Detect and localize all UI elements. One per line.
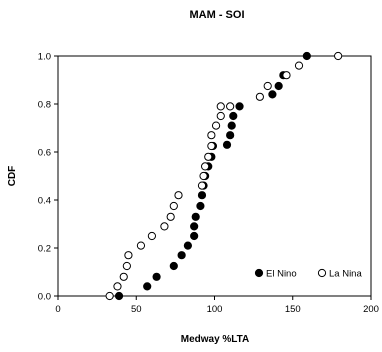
series-layer [105,51,343,301]
data-point-el-nino [222,140,232,149]
data-point-la-nina [282,71,291,80]
data-point-la-nina [174,191,183,200]
data-point-el-nino [183,241,192,250]
legend-marker-el-nino [254,268,264,278]
data-point-la-nina [207,131,216,140]
data-point-la-nina [216,102,225,111]
data-point-la-nina [197,181,207,190]
data-point-el-nino [274,81,283,91]
data-point-el-nino [197,191,207,200]
legend-marker-la-nina [317,268,327,278]
data-point-el-nino [302,51,311,61]
plot-area [57,55,372,297]
x-tick-label: 50 [131,304,142,315]
data-point-la-nina [124,251,133,260]
data-point-la-nina [166,212,175,221]
y-axis-title: CDF [7,166,18,187]
x-axis-title: Medway %LTA [181,334,250,345]
data-point-la-nina [160,222,169,231]
x-tick-label: 0 [55,304,60,315]
x-axis: 0 50 100 150 200 [55,296,379,315]
data-point-el-nino [191,212,200,221]
y-tick-label: 0.8 [38,100,51,111]
data-point-el-nino [229,111,238,121]
plot-frame [57,55,372,297]
y-tick-label: 0.4 [38,196,51,207]
y-tick-label: 0.6 [38,148,51,159]
data-point-la-nina [105,291,114,301]
data-point-el-nino [143,282,152,291]
data-point-el-nino [114,291,124,301]
data-point-el-nino [268,90,277,99]
data-point-la-nina [216,111,225,121]
data-point-el-nino [235,102,244,111]
data-point-la-nina [199,171,208,181]
data-point-la-nina [204,152,213,161]
data-point-el-nino [190,231,199,241]
data-point-el-nino [196,201,205,211]
data-point-la-nina [147,231,156,241]
data-point-la-nina [119,272,128,281]
y-tick-label: 1.0 [38,52,51,63]
data-point-la-nina [294,61,304,70]
x-tick-label: 200 [363,304,379,315]
data-point-el-nino [177,251,186,260]
data-point-el-nino [226,131,235,140]
y-tick-label: 0.2 [38,244,51,255]
x-tick-label: 100 [207,304,223,315]
data-point-la-nina [122,261,131,271]
data-point-la-nina [334,51,343,61]
y-axis: 0.0 0.2 0.4 0.6 0.8 1.0 [38,52,58,303]
legend-label-la-nina: La Nina [329,269,362,280]
data-point-el-nino [169,261,178,271]
data-point-la-nina [255,92,264,101]
data-point-la-nina [113,282,122,291]
legend-label-el-nino: El Nino [266,269,297,280]
data-point-el-nino [190,222,199,231]
data-point-la-nina [201,162,210,171]
data-point-la-nina [169,201,178,211]
data-point-el-nino [152,272,161,281]
chart-title: MAM - SOI [190,9,245,21]
data-point-la-nina [211,121,221,130]
data-point-el-nino [227,121,236,130]
legend: El Nino La Nina [254,268,362,280]
data-point-la-nina [263,81,272,91]
x-tick-label: 150 [285,304,301,315]
y-tick-label: 0.0 [38,292,51,303]
data-point-la-nina [207,141,216,151]
data-point-la-nina [136,241,146,250]
data-point-la-nina [226,102,235,111]
